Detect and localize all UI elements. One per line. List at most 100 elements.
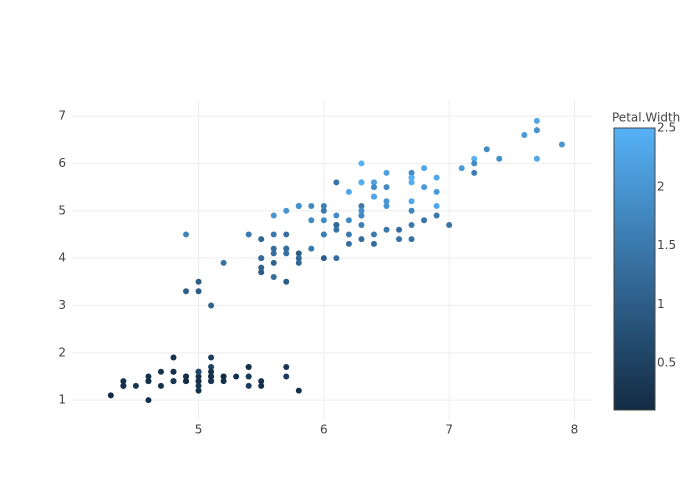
point bbox=[333, 221, 340, 228]
point bbox=[370, 240, 377, 247]
point bbox=[396, 236, 403, 243]
point bbox=[496, 155, 503, 162]
point bbox=[270, 259, 277, 266]
y-tick-label: 2 bbox=[58, 345, 66, 359]
point bbox=[471, 169, 478, 176]
point bbox=[320, 217, 327, 224]
x-tick-label: 5 bbox=[195, 423, 203, 437]
point bbox=[333, 226, 340, 233]
point bbox=[483, 146, 490, 153]
x-tick-label: 6 bbox=[320, 423, 328, 437]
point bbox=[421, 217, 428, 224]
point bbox=[333, 255, 340, 262]
point bbox=[421, 184, 428, 191]
point bbox=[558, 141, 565, 148]
point bbox=[433, 203, 440, 210]
point bbox=[195, 288, 202, 295]
point bbox=[195, 382, 202, 389]
point bbox=[396, 226, 403, 233]
colorbar-tick-label: 2.5 bbox=[657, 121, 676, 135]
point bbox=[283, 245, 290, 252]
point bbox=[283, 363, 290, 370]
point bbox=[408, 207, 415, 214]
colorbar-tick-label: 0.5 bbox=[657, 356, 676, 370]
point bbox=[433, 212, 440, 219]
point bbox=[458, 165, 465, 172]
point bbox=[270, 250, 277, 257]
point bbox=[295, 255, 302, 262]
point bbox=[370, 184, 377, 191]
point bbox=[383, 203, 390, 210]
point bbox=[308, 203, 315, 210]
point bbox=[195, 373, 202, 380]
point bbox=[208, 354, 215, 361]
point bbox=[258, 236, 265, 243]
point bbox=[120, 382, 127, 389]
point bbox=[145, 378, 152, 385]
point bbox=[358, 207, 365, 214]
point bbox=[270, 245, 277, 252]
point bbox=[208, 378, 215, 385]
point bbox=[245, 231, 252, 238]
point bbox=[258, 269, 265, 276]
point bbox=[283, 278, 290, 285]
colorbar-tick-label: 1 bbox=[657, 297, 665, 311]
colorbar bbox=[613, 127, 656, 411]
colorbar-tick-label: 1.5 bbox=[657, 238, 676, 252]
point bbox=[270, 212, 277, 219]
point bbox=[370, 193, 377, 200]
point bbox=[208, 373, 215, 380]
point bbox=[208, 302, 215, 309]
point bbox=[308, 217, 315, 224]
y-tick-label: 4 bbox=[58, 251, 66, 265]
point bbox=[320, 231, 327, 238]
point bbox=[408, 169, 415, 176]
point bbox=[433, 174, 440, 181]
point bbox=[283, 373, 290, 380]
point bbox=[295, 387, 302, 394]
point bbox=[195, 387, 202, 394]
point bbox=[383, 226, 390, 233]
point bbox=[345, 231, 352, 238]
colorbar-title: Petal.Width bbox=[612, 111, 680, 125]
x-tick-label: 8 bbox=[571, 423, 579, 437]
point bbox=[308, 245, 315, 252]
x-tick-label: 7 bbox=[445, 423, 453, 437]
point bbox=[157, 382, 164, 389]
point bbox=[220, 259, 227, 266]
point bbox=[283, 231, 290, 238]
point bbox=[370, 231, 377, 238]
point bbox=[345, 217, 352, 224]
y-tick-label: 1 bbox=[58, 393, 66, 407]
point bbox=[195, 278, 202, 285]
point bbox=[383, 198, 390, 205]
point bbox=[245, 363, 252, 370]
point bbox=[408, 236, 415, 243]
point bbox=[408, 174, 415, 181]
point bbox=[195, 368, 202, 375]
point bbox=[295, 203, 302, 210]
point bbox=[358, 160, 365, 167]
point bbox=[270, 231, 277, 238]
point bbox=[220, 373, 227, 380]
point bbox=[358, 212, 365, 219]
y-tick-label: 7 bbox=[58, 109, 66, 123]
point bbox=[270, 274, 277, 281]
point bbox=[107, 392, 114, 399]
point bbox=[408, 221, 415, 228]
point bbox=[295, 259, 302, 266]
point bbox=[183, 288, 190, 295]
point bbox=[345, 188, 352, 195]
point bbox=[358, 179, 365, 186]
point bbox=[183, 231, 190, 238]
point bbox=[120, 378, 127, 385]
point bbox=[132, 382, 139, 389]
point bbox=[383, 169, 390, 176]
point bbox=[433, 188, 440, 195]
point bbox=[333, 212, 340, 219]
y-tick-label: 5 bbox=[58, 203, 66, 217]
point bbox=[533, 117, 540, 124]
point bbox=[446, 221, 453, 228]
point bbox=[283, 250, 290, 257]
point bbox=[157, 368, 164, 375]
